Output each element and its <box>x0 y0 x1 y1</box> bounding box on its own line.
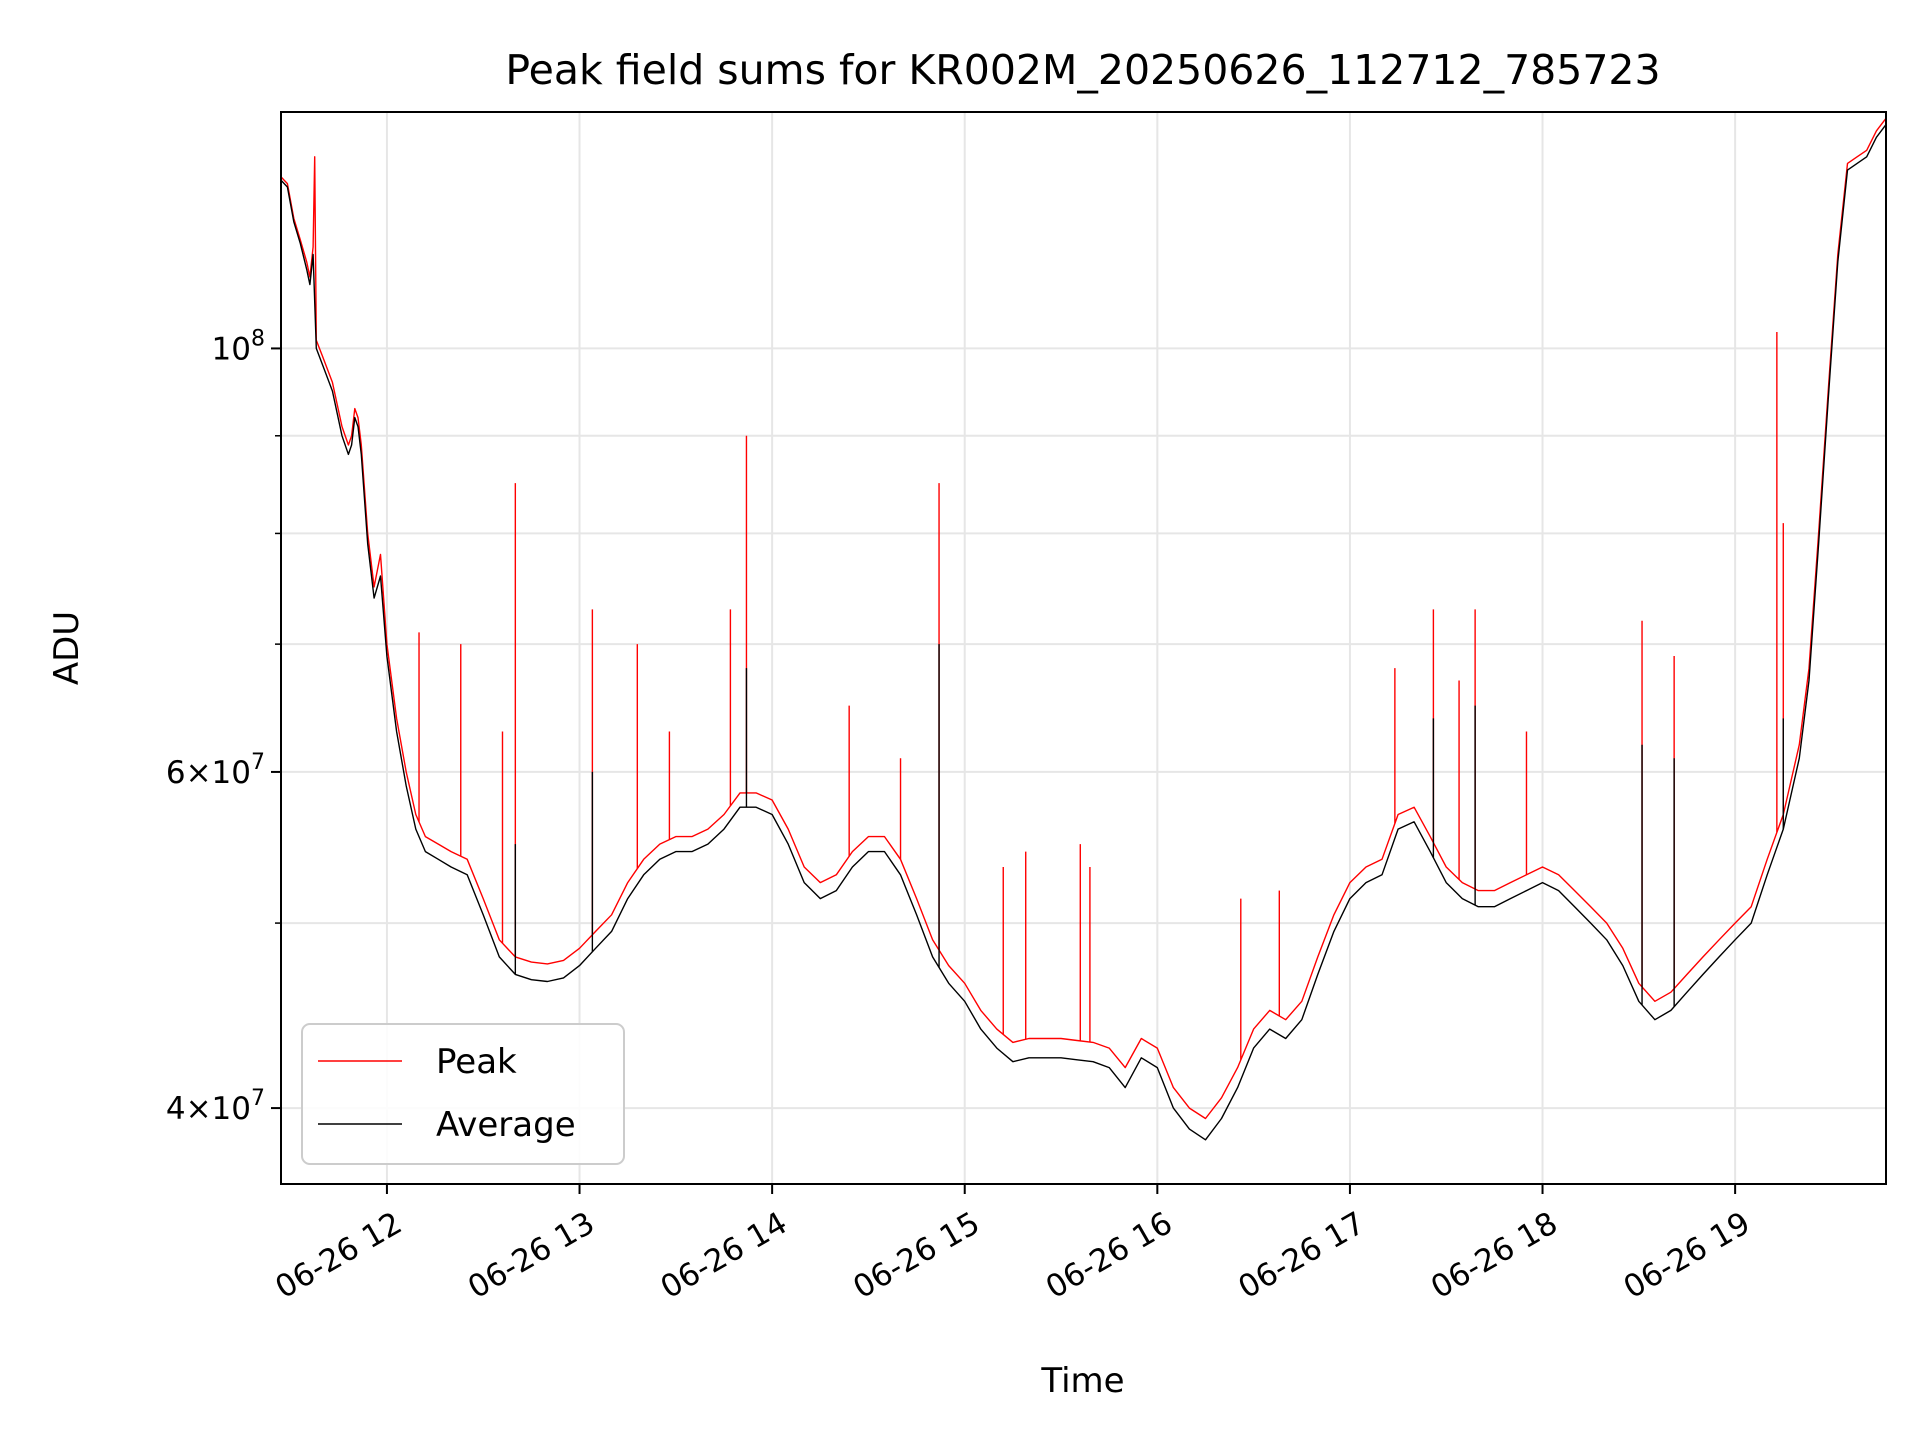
y-tick-label: 108 <box>212 326 265 367</box>
x-axis-title: Time <box>1040 1361 1124 1401</box>
legend-label-average: Average <box>436 1105 576 1145</box>
legend: Peak Average <box>301 1023 625 1165</box>
series-line-average <box>281 124 1886 1141</box>
legend-label-peak: Peak <box>436 1042 517 1082</box>
y-axis: 4×107 6×107 108 <box>166 326 281 1127</box>
y-tick-label: 6×107 <box>166 750 265 791</box>
series-average <box>281 124 1886 1141</box>
series-layer <box>281 117 1886 1141</box>
chart-title: Peak field sums for KR002M_20250626_1127… <box>505 46 1660 94</box>
y-tick-label: 4×107 <box>166 1086 265 1127</box>
plot-frame <box>280 111 1887 1185</box>
y-axis-title: ADU <box>47 611 87 685</box>
series-line-peak <box>281 117 1886 1120</box>
legend-box <box>301 1023 625 1165</box>
